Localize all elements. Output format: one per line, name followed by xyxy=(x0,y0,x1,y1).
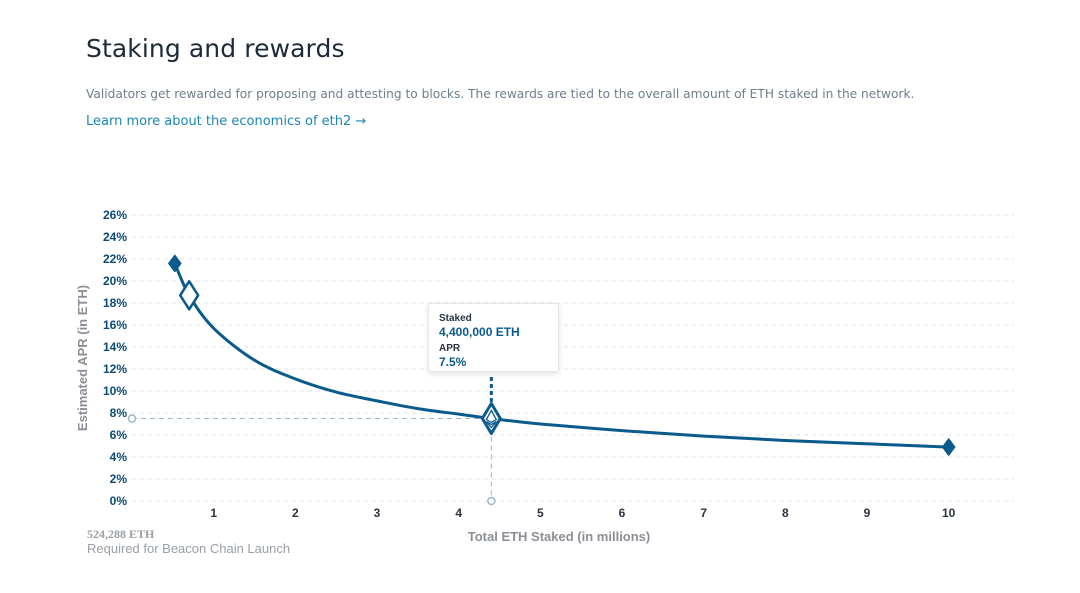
hollow-diamond-marker xyxy=(178,280,200,311)
y-tick-label: 14% xyxy=(103,340,127,354)
apr-curve xyxy=(173,262,949,449)
launch-note: Required for Beacon Chain Launch xyxy=(87,541,291,556)
diamond-marker xyxy=(941,438,956,456)
page-title: Staking and rewards xyxy=(86,34,345,63)
tooltip-staked-label: Staked xyxy=(439,313,472,324)
y-tick-label: 20% xyxy=(103,274,127,288)
y-tick-label: 2% xyxy=(110,472,128,486)
x-tick-label: 4 xyxy=(455,506,462,520)
y-axis-label: Estimated APR (in ETH) xyxy=(75,285,90,431)
x-tick-label: 7 xyxy=(700,506,707,520)
y-tick-label: 10% xyxy=(103,384,127,398)
tooltip-card: Staked 4,400,000 ETH APR 7.5% xyxy=(428,303,559,372)
x-tick-label: 8 xyxy=(782,506,789,520)
launch-value: 524,288 ETH xyxy=(87,527,155,541)
grid-lines xyxy=(132,214,1014,502)
tooltip-staked-value: 4,400,000 ETH xyxy=(439,325,520,339)
eth-outer-diamond xyxy=(480,402,502,435)
y-guide-endpoint xyxy=(127,414,137,423)
x-tick-label: 9 xyxy=(864,506,871,520)
y-tick-label: 0% xyxy=(110,494,128,508)
tooltip-apr-label: APR xyxy=(439,343,461,354)
x-axis-ticks: 1 2 3 4 5 6 7 8 9 10 xyxy=(210,506,955,520)
y-tick-label: 18% xyxy=(103,296,127,310)
tooltip-apr-value: 7.5% xyxy=(439,355,467,369)
y-tick-label: 26% xyxy=(103,208,127,222)
y-tick-label: 12% xyxy=(103,362,127,376)
y-tick-label: 22% xyxy=(103,252,127,266)
y-tick-label: 8% xyxy=(110,406,128,420)
guide-lines xyxy=(127,377,496,506)
eth-inner-top xyxy=(485,409,498,424)
y-axis-ticks: 0% 2% 4% 6% 8% 10% 12% 14% 16% 18% 20% 22% 24% 26% xyxy=(103,208,127,508)
diamond-marker xyxy=(168,254,182,273)
x-tick-label: 10 xyxy=(942,506,956,520)
x-tick-label: 6 xyxy=(619,506,626,520)
page-description: Validators get rewarded for proposing an… xyxy=(86,87,915,101)
y-tick-label: 6% xyxy=(110,428,128,442)
eth-inner-bottom xyxy=(485,420,497,429)
x-axis-label: Total ETH Staked (in millions) xyxy=(468,529,651,544)
x-tick-label: 2 xyxy=(292,506,299,520)
curve-markers xyxy=(168,254,956,456)
eth-marker-icon xyxy=(480,402,502,435)
x-tick-label: 3 xyxy=(374,506,381,520)
y-tick-label: 24% xyxy=(103,230,127,244)
learn-more-link[interactable]: Learn more about the economics of eth2 → xyxy=(86,114,367,129)
x-guide-endpoint xyxy=(487,496,496,506)
y-tick-label: 16% xyxy=(103,318,127,332)
launch-annotation: 524,288 ETH Required for Beacon Chain La… xyxy=(87,527,291,557)
x-tick-label: 5 xyxy=(537,506,544,520)
x-tick-label: 1 xyxy=(210,506,217,520)
y-tick-label: 4% xyxy=(110,450,128,464)
